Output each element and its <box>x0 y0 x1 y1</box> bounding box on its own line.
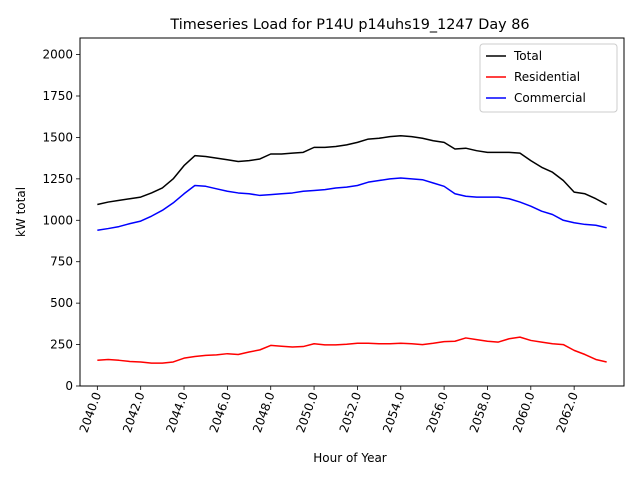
y-tick-label: 1250 <box>42 172 73 186</box>
series-line-commercial <box>97 177 607 231</box>
y-tick-label: 250 <box>50 338 73 352</box>
legend-label-commercial: Commercial <box>514 91 586 105</box>
plot-frame <box>79 37 625 387</box>
y-tick-label: 2000 <box>42 48 73 62</box>
legend-label-total: Total <box>513 49 542 63</box>
y-tick-label: 1750 <box>42 89 73 103</box>
y-tick-label: 500 <box>50 296 73 310</box>
chart-title: Timeseries Load for P14U p14uhs19_1247 D… <box>169 17 529 33</box>
series-line-total <box>97 135 608 206</box>
y-tick-label: 1000 <box>42 213 73 227</box>
y-tick-label: 1500 <box>42 130 73 144</box>
y-tick-label: 0 <box>65 379 73 393</box>
y-axis-label: kW total <box>14 187 28 237</box>
series-line-residential <box>97 336 607 364</box>
plot-lines <box>97 135 608 364</box>
legend-box <box>479 43 618 113</box>
y-axis: 0 250 500 750 1000 1250 1500 1750 2000 <box>42 48 80 393</box>
x-axis-label: Hour of Year <box>313 451 387 465</box>
legend: Total Residential Commercial <box>479 43 618 113</box>
legend-label-residential: Residential <box>514 70 580 84</box>
y-tick-label: 750 <box>50 255 73 269</box>
